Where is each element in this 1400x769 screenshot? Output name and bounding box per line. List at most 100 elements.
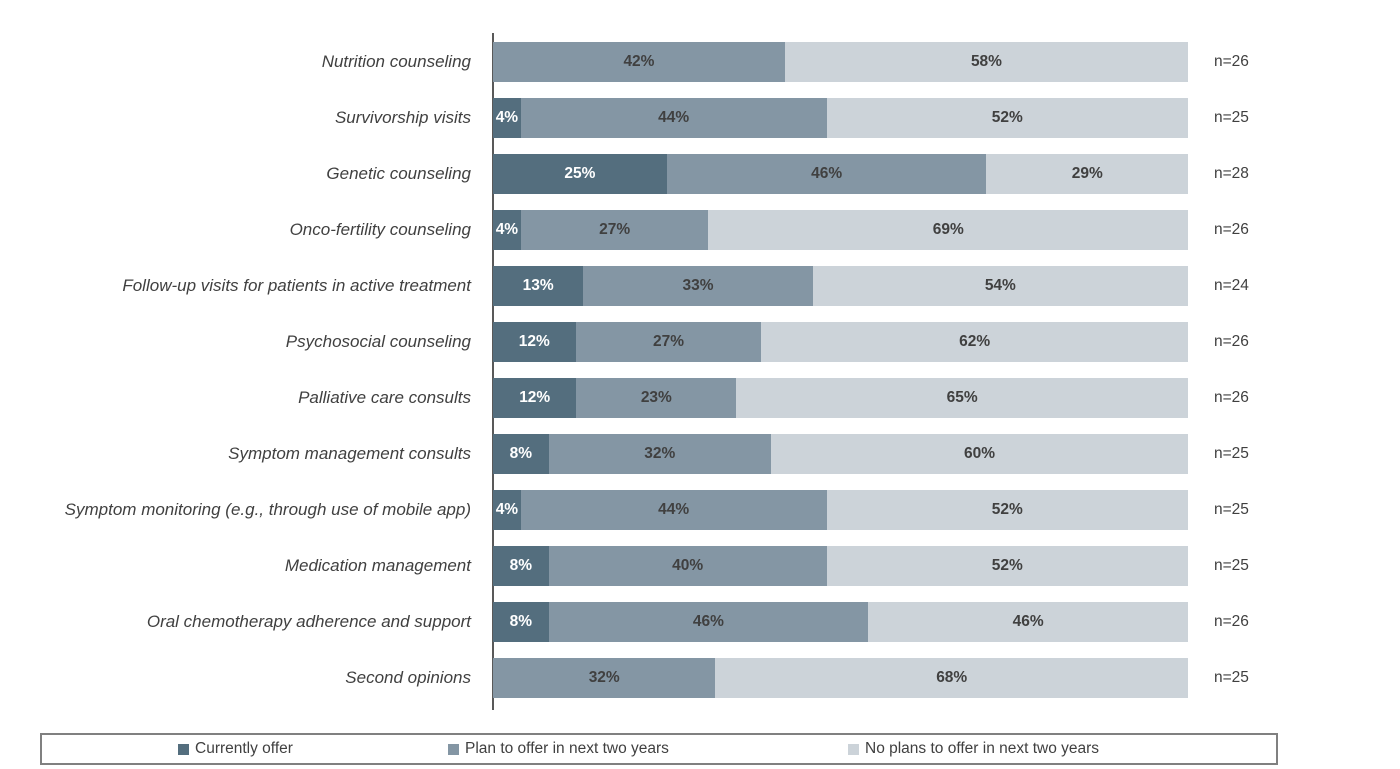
n-label: n=26 bbox=[1214, 221, 1249, 238]
bar-value-label: 27% bbox=[599, 221, 631, 238]
legend-label-no-plans: No plans to offer in next two years bbox=[865, 740, 1100, 757]
bar-value-label: 8% bbox=[509, 557, 532, 574]
chart-row: Symptom monitoring (e.g., through use of… bbox=[0, 482, 1249, 538]
y-axis-line bbox=[492, 33, 494, 710]
bar-segment-plan-to-offer: 42% bbox=[493, 42, 785, 82]
bar-value-label: 62% bbox=[959, 333, 991, 350]
n-label: n=25 bbox=[1214, 445, 1249, 462]
bar-track: 25% 46% 29% bbox=[493, 154, 1188, 194]
bar-value-label: 12% bbox=[518, 333, 550, 350]
chart-rows: Nutrition counseling 42% 58% n=26 Survivo… bbox=[0, 34, 1249, 706]
bar-segment-currently-offer: 4% bbox=[493, 210, 521, 250]
bar-value-label: 54% bbox=[984, 277, 1016, 294]
chart-row: Second opinions 32% 68% n=25 bbox=[0, 650, 1249, 706]
bar-segment-plan-to-offer: 32% bbox=[493, 658, 716, 698]
n-label: n=26 bbox=[1214, 53, 1249, 70]
bar-value-label: 33% bbox=[682, 277, 714, 294]
category-label: Onco-fertility counseling bbox=[289, 220, 471, 239]
bar-value-label: 12% bbox=[519, 389, 551, 406]
bar-segment-plan-to-offer: 27% bbox=[520, 210, 709, 250]
chart-row: Psychosocial counseling 12% 27% 62% n=26 bbox=[0, 314, 1249, 370]
bar-segment-currently-offer: 12% bbox=[493, 322, 576, 362]
n-label: n=26 bbox=[1214, 333, 1249, 350]
bar-value-label: 60% bbox=[963, 445, 996, 462]
legend-swatch-plan-to-offer bbox=[448, 743, 459, 755]
category-label: Genetic counseling bbox=[326, 164, 471, 183]
category-label: Psychosocial counseling bbox=[285, 332, 471, 351]
bar-track: 12% 23% 65% bbox=[493, 378, 1188, 418]
bar-segment-no-plans: 52% bbox=[826, 490, 1188, 530]
bar-segment-currently-offer: 4% bbox=[493, 490, 521, 530]
bar-value-label: 4% bbox=[495, 221, 519, 238]
bar-value-label: 52% bbox=[991, 109, 1023, 126]
category-label: Medication management bbox=[284, 556, 471, 575]
chart-row: Onco-fertility counseling 4% 27% 69% n=26 bbox=[0, 202, 1249, 258]
bar-value-label: 25% bbox=[564, 165, 596, 182]
bar-value-label: 69% bbox=[932, 221, 964, 238]
bar-segment-no-plans: 29% bbox=[986, 154, 1188, 194]
bar-value-label: 46% bbox=[811, 165, 843, 182]
bar-value-label: 29% bbox=[1071, 165, 1103, 182]
bar-segment-no-plans: 69% bbox=[708, 210, 1188, 250]
chart-row: Palliative care consults 12% 23% 65% n=26 bbox=[0, 370, 1249, 426]
bar-track: 4% 27% 69% bbox=[493, 210, 1188, 250]
bar-value-label: 13% bbox=[522, 277, 554, 294]
bar-value-label: 65% bbox=[946, 389, 978, 406]
bar-segment-no-plans: 46% bbox=[868, 602, 1188, 642]
bar-track: 13% 33% 54% bbox=[493, 266, 1188, 306]
bar-segment-plan-to-offer: 44% bbox=[520, 98, 827, 138]
bar-value-label: 32% bbox=[588, 669, 620, 686]
category-label: Oral chemotherapy adherence and support bbox=[146, 612, 471, 631]
legend-item-plan-to-offer: Plan to offer in next two years bbox=[448, 735, 669, 763]
bar-value-label: 8% bbox=[509, 445, 532, 462]
bar-value-label: 44% bbox=[658, 501, 690, 518]
n-label: n=24 bbox=[1214, 277, 1249, 294]
legend-label-plan-to-offer: Plan to offer in next two years bbox=[465, 740, 669, 757]
category-label: Survivorship visits bbox=[334, 108, 471, 127]
bar-segment-plan-to-offer: 33% bbox=[583, 266, 813, 306]
n-label: n=25 bbox=[1214, 557, 1249, 574]
bar-segment-currently-offer: 12% bbox=[493, 378, 577, 418]
bar-value-label: 44% bbox=[658, 109, 690, 126]
bar-segment-no-plans: 65% bbox=[736, 378, 1188, 418]
n-label: n=25 bbox=[1214, 501, 1249, 518]
chart-row: Oral chemotherapy adherence and support … bbox=[0, 594, 1249, 650]
bar-value-label: 8% bbox=[509, 613, 532, 630]
bar-segment-currently-offer: 13% bbox=[493, 266, 584, 306]
bar-segment-no-plans: 52% bbox=[826, 546, 1188, 586]
legend: Currently offer Plan to offer in next tw… bbox=[40, 733, 1278, 765]
bar-segment-plan-to-offer: 27% bbox=[575, 322, 762, 362]
legend-item-currently-offer: Currently offer bbox=[178, 735, 293, 763]
bar-segment-no-plans: 52% bbox=[826, 98, 1188, 138]
bar-segment-no-plans: 60% bbox=[771, 434, 1188, 474]
bar-value-label: 52% bbox=[991, 557, 1023, 574]
bar-value-label: 4% bbox=[495, 501, 519, 518]
category-label: Symptom monitoring (e.g., through use of… bbox=[64, 500, 471, 519]
bar-segment-no-plans: 54% bbox=[812, 266, 1188, 306]
category-label: Palliative care consults bbox=[298, 388, 471, 407]
bar-value-label: 46% bbox=[692, 613, 724, 630]
category-label: Symptom management consults bbox=[228, 444, 471, 463]
bar-track: 8% 40% 52% bbox=[493, 546, 1188, 586]
legend-label-currently-offer: Currently offer bbox=[195, 740, 293, 757]
bar-segment-no-plans: 62% bbox=[761, 322, 1189, 362]
chart-row: Genetic counseling 25% 46% 29% n=28 bbox=[0, 146, 1249, 202]
bar-segment-currently-offer: 8% bbox=[493, 434, 549, 474]
legend-item-no-plans: No plans to offer in next two years bbox=[848, 735, 1099, 763]
chart-row: Symptom management consults 8% 32% 60% n=2… bbox=[0, 426, 1249, 482]
n-label: n=25 bbox=[1214, 669, 1249, 686]
bar-segment-plan-to-offer: 46% bbox=[548, 602, 869, 642]
bar-segment-currently-offer: 8% bbox=[493, 546, 549, 586]
bar-value-label: 40% bbox=[672, 557, 704, 574]
bar-track: 4% 44% 52% bbox=[493, 98, 1188, 138]
category-label: Follow-up visits for patients in active … bbox=[122, 276, 471, 295]
bar-segment-plan-to-offer: 46% bbox=[666, 154, 987, 194]
n-label: n=26 bbox=[1214, 613, 1249, 630]
bar-segment-plan-to-offer: 23% bbox=[576, 378, 737, 418]
bar-value-label: 32% bbox=[644, 445, 676, 462]
bar-value-label: 27% bbox=[652, 333, 684, 350]
bar-segment-plan-to-offer: 32% bbox=[548, 434, 771, 474]
chart-row: Survivorship visits 4% 44% 52% n=25 bbox=[0, 90, 1249, 146]
legend-swatch-no-plans bbox=[848, 743, 859, 755]
bar-value-label: 42% bbox=[623, 53, 655, 70]
